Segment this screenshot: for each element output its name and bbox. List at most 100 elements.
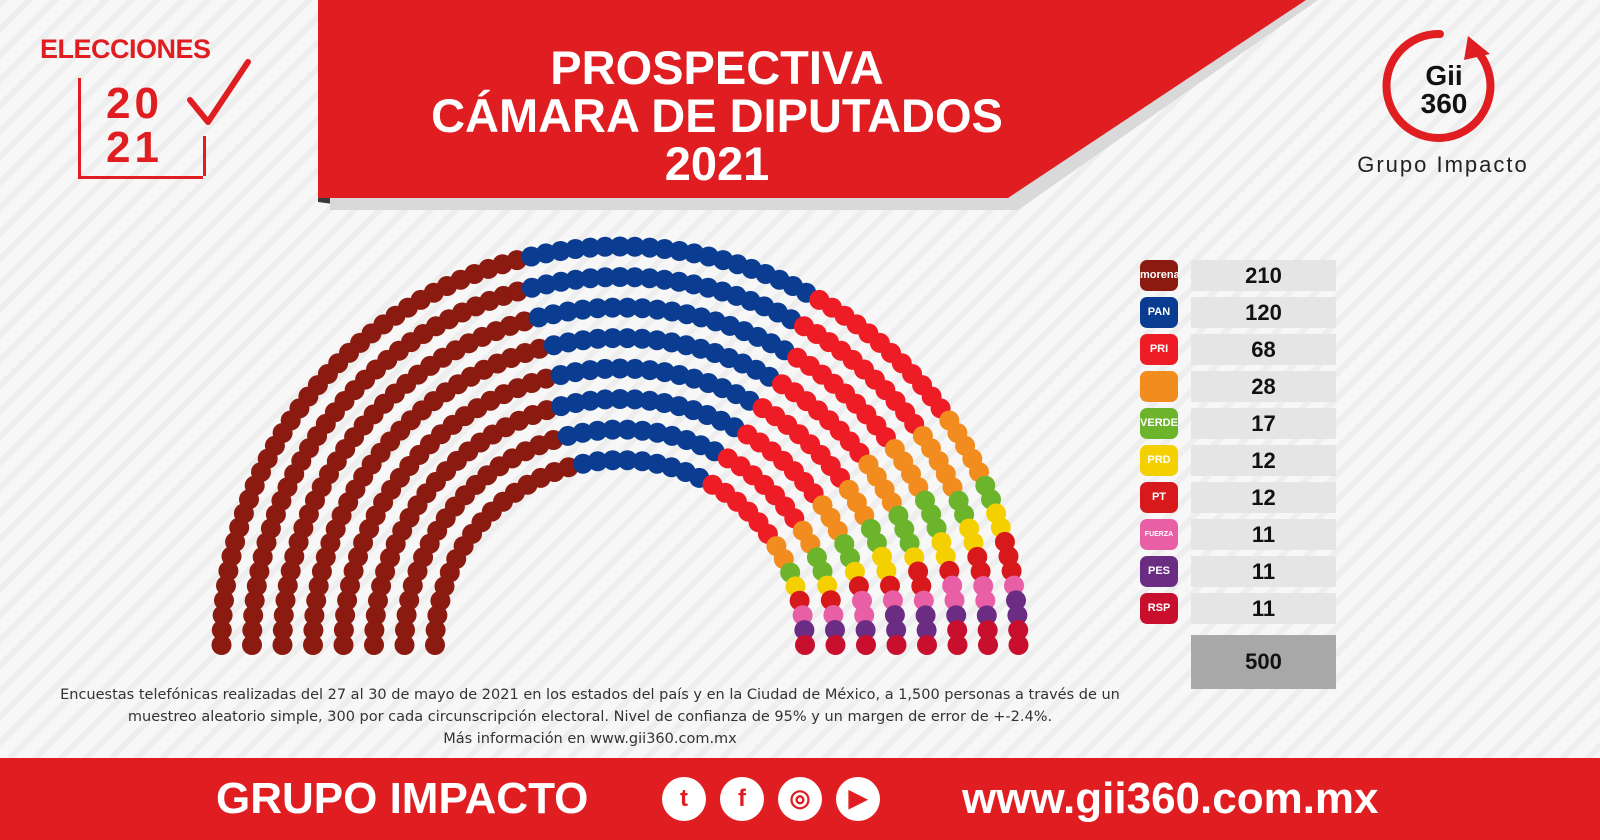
party-logo-icon (1140, 371, 1178, 402)
seat-dot (792, 605, 813, 626)
seat-dot (595, 358, 615, 379)
seat-dot (647, 299, 668, 320)
party-logo-icon: morena (1140, 260, 1178, 291)
seat-dot (820, 590, 841, 611)
seat-dot (915, 605, 936, 626)
seat-dot (617, 419, 638, 440)
seat-dot (610, 236, 630, 257)
facebook-icon[interactable]: f (720, 777, 764, 821)
seat-dot (855, 620, 876, 641)
seat-dot (854, 605, 875, 626)
seat-dot (610, 267, 630, 287)
seat-count: 11 (1191, 519, 1336, 550)
gii360-logo: Gii 360 Grupo Impacto (1336, 24, 1556, 184)
seat-dot (624, 267, 645, 288)
seat-dot (977, 620, 998, 641)
seat-dot (335, 605, 356, 626)
party-logo-icon: PRD (1140, 445, 1178, 476)
party-logo-icon: PT (1140, 482, 1178, 513)
seat-count: 11 (1191, 593, 1336, 624)
footer-bar: GRUPO IMPACTO t f ◎ ▶ www.gii360.com.mx (0, 758, 1600, 840)
seat-dot (617, 297, 638, 318)
seat-dot (565, 362, 586, 383)
seat-dot (916, 620, 937, 641)
seat-dot (625, 358, 645, 379)
legend-row: PT 12 (1140, 482, 1336, 513)
party-logo-icon: PES (1140, 556, 1178, 587)
logo-subtitle: Grupo Impacto (1357, 152, 1529, 177)
seat-dot (244, 590, 265, 611)
legend-row: RSP 11 (1140, 593, 1336, 624)
seat-dot (216, 575, 236, 596)
seat-dot (580, 237, 601, 258)
seat-dot (617, 450, 638, 471)
twitter-icon[interactable]: t (662, 777, 706, 821)
legend-row: PES 11 (1140, 556, 1336, 587)
title-line-2: CÁMARA DE DIPUTADOS (431, 89, 1003, 142)
seat-count: 120 (1191, 297, 1336, 328)
seat-dot (395, 620, 415, 640)
title-banner (318, 0, 1318, 210)
seat-dot (975, 590, 996, 611)
party-logo-icon: FUERZA MÉXICO (1140, 519, 1178, 550)
seat-dot (624, 389, 645, 410)
seat-dot (654, 269, 675, 290)
seat-count: 68 (1191, 334, 1336, 365)
seat-dot (587, 328, 608, 349)
seat-dot (669, 241, 690, 261)
seat-count: 12 (1191, 445, 1336, 476)
seat-dot (947, 635, 968, 655)
seat-dot (825, 620, 845, 640)
elecciones-2021-logo: ELECCIONES 20 21 (36, 30, 266, 180)
party-logo-icon: VERDE (1140, 408, 1178, 439)
legend-row: 28 (1140, 371, 1336, 402)
seat-dot (211, 635, 232, 655)
elecciones-word: ELECCIONES (40, 34, 211, 64)
seat-count: 12 (1191, 482, 1336, 513)
note-line-2: muestreo aleatorio simple, 300 por cada … (127, 709, 1053, 725)
seat-dot (214, 590, 234, 611)
note-line-1: Encuestas telefónicas realizadas del 27 … (60, 687, 1120, 703)
seat-dot (242, 635, 262, 655)
party-logo-icon: PRI (1140, 334, 1178, 365)
seat-dot (632, 420, 653, 441)
footer-brand-name: GRUPO IMPACTO (216, 774, 589, 823)
seat-dot (580, 360, 601, 381)
seat-dot (535, 243, 556, 264)
seat-dot (572, 299, 593, 320)
seat-count: 28 (1191, 371, 1336, 402)
seat-dot (272, 635, 293, 655)
seat-count: 17 (1191, 408, 1336, 439)
ballot-box-frame (78, 78, 206, 179)
seat-dot (639, 237, 660, 258)
seat-dot (303, 635, 323, 655)
seat-dot (1001, 560, 1022, 581)
seat-dot (572, 422, 593, 443)
seat-dot (913, 590, 934, 611)
seat-dot (794, 620, 815, 641)
seat-count: 210 (1191, 260, 1336, 291)
seat-dot (1008, 620, 1029, 641)
seat-dot (425, 620, 446, 641)
title-line-3: 2021 (664, 137, 770, 190)
legend-row: PRI 68 (1140, 334, 1336, 365)
seat-dot (823, 605, 844, 625)
seat-dot (565, 269, 586, 290)
party-logo-icon: RSP (1140, 593, 1178, 624)
youtube-icon[interactable]: ▶ (836, 777, 880, 821)
legend-row: PAN 120 (1140, 297, 1336, 328)
seat-dot (647, 330, 667, 351)
methodology-note: Encuestas telefónicas realizadas del 27 … (40, 684, 1140, 750)
seat-dot (602, 328, 623, 349)
instagram-icon[interactable]: ◎ (778, 777, 822, 821)
seat-dot (212, 605, 233, 626)
seat-dot (632, 298, 653, 319)
seat-dot (978, 635, 998, 655)
seat-dot (425, 635, 445, 655)
seat-dot (595, 236, 616, 257)
seat-dot (558, 332, 579, 353)
seat-dot (610, 358, 630, 379)
seat-dot (639, 268, 660, 289)
footer-url-link[interactable]: www.gii360.com.mx (962, 774, 1379, 823)
seat-dot (595, 389, 616, 410)
